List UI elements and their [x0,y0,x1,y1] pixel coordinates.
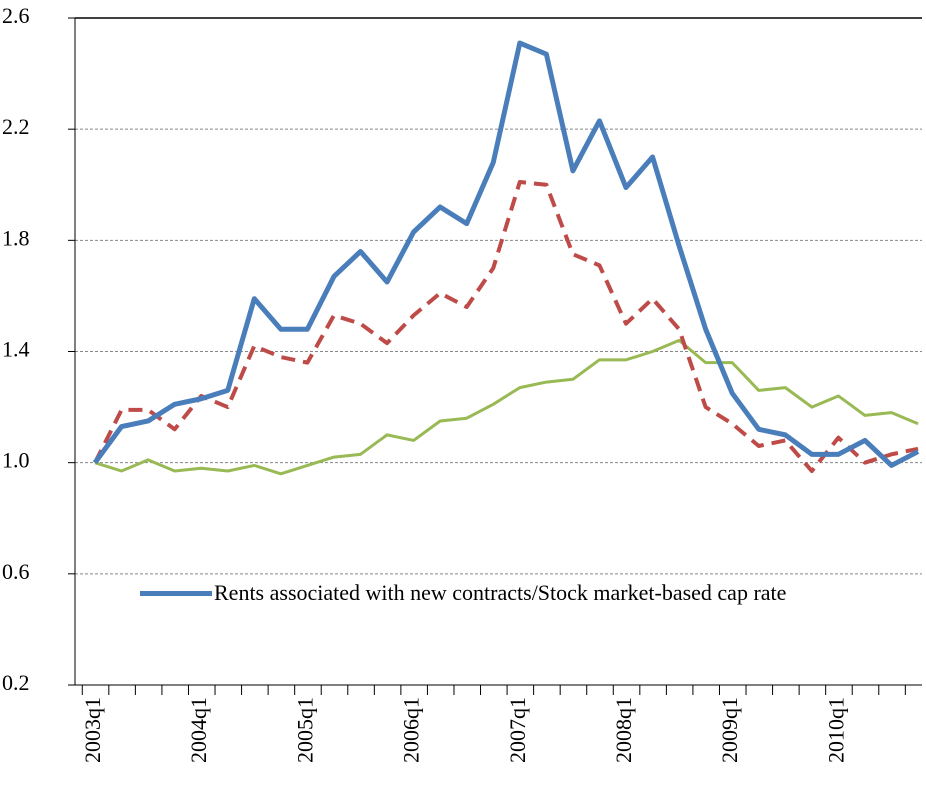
legend-label: Rents associated with new contracts/Stoc… [214,578,914,608]
y-tick-label: 0.2 [2,670,30,695]
y-tick-label: 1.4 [2,337,30,362]
y-tick-label: 2.2 [2,114,30,139]
x-tick-label: 2010q1 [823,697,848,763]
y-tick-label: 2.6 [2,3,30,28]
x-tick-label: 2004q1 [186,697,211,763]
x-tick-label: 2005q1 [292,697,317,763]
legend-swatch [140,591,212,596]
y-tick-label: 1.0 [2,448,30,473]
series-line [93,179,919,474]
x-tick-label: 2008q1 [611,697,636,763]
y-tick-label: 1.8 [2,225,30,250]
series-line [94,338,919,476]
x-tick-label: 2003q1 [80,697,105,763]
x-tick-label: 2006q1 [399,697,424,763]
x-tick-label: 2009q1 [717,697,742,763]
y-tick-label: 0.6 [2,559,30,584]
series-line [92,40,920,468]
x-tick-label: 2007q1 [505,697,530,763]
